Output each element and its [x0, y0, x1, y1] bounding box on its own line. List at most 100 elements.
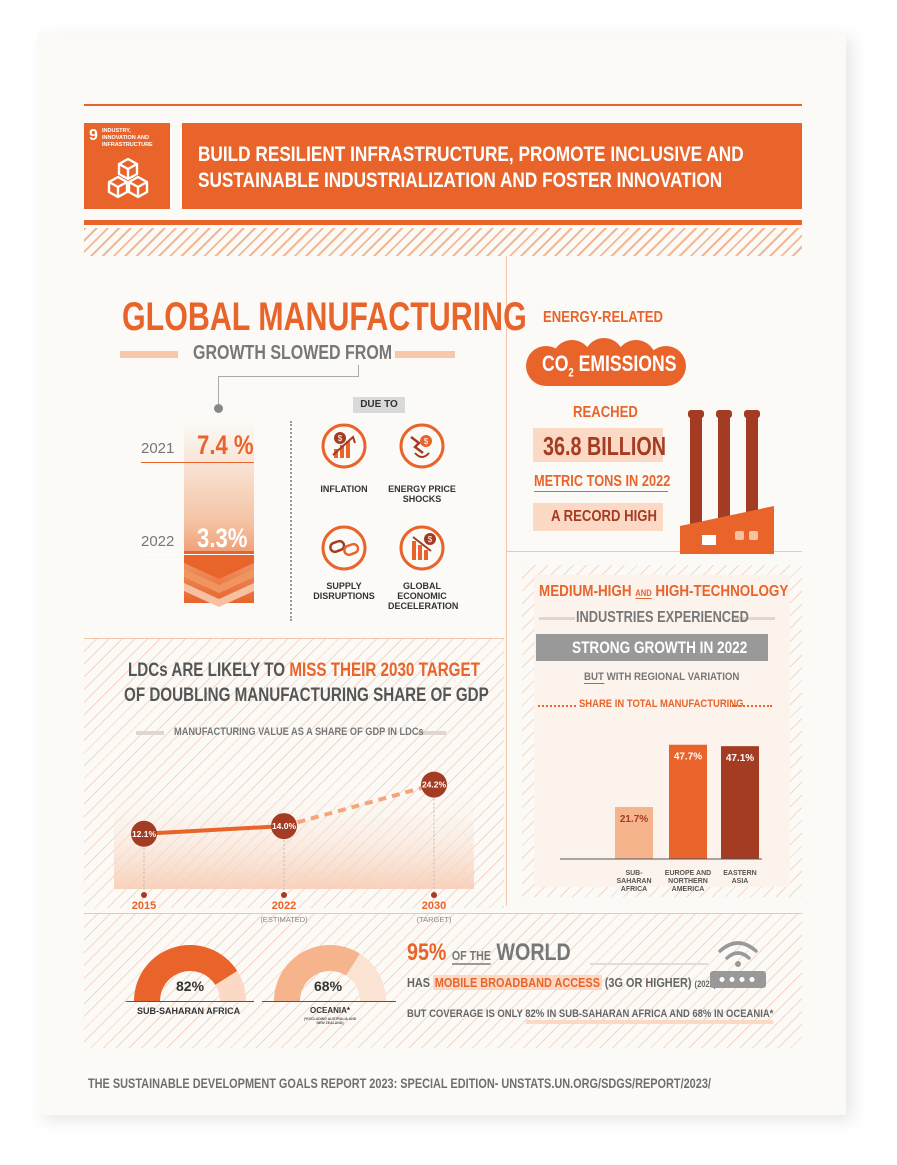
cause-energy: ENERGY PRICE SHOCKS — [388, 484, 456, 504]
share-bar — [669, 744, 707, 859]
unit-rule — [534, 491, 668, 492]
share-category-label: SUB-SAHARAN AFRICA — [617, 870, 652, 893]
subtitle-bar-right — [395, 351, 455, 358]
gauge1-filled — [134, 945, 238, 1001]
energy-shock-icon: $ — [399, 423, 445, 469]
share-category-line: SAHARAN — [617, 878, 652, 885]
gauge2-label: OCEANIA* — [310, 1006, 351, 1015]
tech-regional: WITH REGIONAL VARIATION — [603, 671, 740, 683]
vertical-divider — [506, 256, 507, 906]
ldc-line1-prefix: LDCs ARE LIKELY TO — [128, 660, 290, 681]
tech-line3: STRONG GROWTH IN 2022 — [572, 638, 748, 657]
rule-2022 — [141, 554, 254, 555]
share-category-label: EUROPE AND NORTHERN AMERICA — [665, 870, 711, 893]
svg-text:$: $ — [338, 434, 343, 443]
share-data-label: 21.7% — [620, 814, 648, 825]
tech-line2: INDUSTRIES EXPERIENCED — [576, 609, 749, 626]
gauge1-label: SUB-SAHARAN AFRICA — [137, 1006, 241, 1016]
broadband-headline: 95% OF THE WORLD — [407, 939, 571, 967]
broadband-of-the: OF THE — [451, 948, 491, 965]
value-2022: 3.3% — [197, 523, 248, 553]
gauge2-note: (*EXCLUDING AUSTRALIA AND NEW ZEALAND) — [303, 1017, 357, 1025]
ldc-series-dashed — [283, 782, 435, 828]
cause-inflation: INFLATION — [320, 484, 368, 494]
header-hatch — [84, 228, 802, 256]
ldc-axis-dot — [281, 892, 287, 898]
wifi-router-icon — [710, 941, 766, 988]
share-category-line: AMERICA — [672, 886, 705, 893]
infographic-page: 9 INDUSTRY, INNOVATION AND INFRASTRUCTUR… — [38, 33, 846, 1115]
factory-icon — [680, 410, 774, 554]
record-high: A RECORD HIGH — [551, 508, 657, 525]
svg-text:$: $ — [424, 437, 429, 446]
share-category-line: ASIA — [732, 878, 749, 885]
ldc-line-chart: 12.1% 2015 14.0% 2022 24.2% 2030 — [114, 771, 474, 909]
header-banner: BUILD RESILIENT INFRASTRUCTURE, PROMOTE … — [182, 123, 802, 209]
tech-and: AND — [635, 588, 652, 599]
ldc-point — [271, 813, 297, 840]
broadband-has: HAS — [407, 975, 431, 990]
header-rule — [84, 220, 802, 225]
share-chart-title: SHARE IN TOTAL MANUFACTURING — [579, 698, 744, 710]
tech-high-tech: HIGH-TECHNOLOGY — [651, 583, 789, 600]
manufacturing-subtitle: GROWTH SLOWED FROM — [193, 342, 393, 364]
ldc-x-note: (TARGET) — [416, 915, 452, 924]
ldc-x-tick: 2030 — [422, 900, 446, 909]
supply-chain-icon — [321, 525, 367, 571]
gauge-sub-saharan-africa — [134, 945, 246, 1001]
ldc-data-label: 14.0% — [272, 821, 297, 831]
share-bar-chart: 21.7% SUB-SAHARAN AFRICA 47.7% EUROPE AND NOR… — [560, 744, 762, 893]
ldc-series-solid — [143, 824, 285, 836]
header-title-line2: SUSTAINABLE INDUSTRIALIZATION AND FOSTER… — [198, 169, 723, 192]
year-2022: 2022 — [141, 533, 175, 550]
cause-deceleration: GLOBAL ECONOMIC DECELERATION — [388, 581, 459, 611]
gauge1-remaining — [215, 970, 246, 1001]
dotted-divider — [290, 421, 292, 621]
coverage-prefix: BUT COVERAGE IS ONLY — [407, 1008, 526, 1020]
broadband-coverage: BUT COVERAGE IS ONLY 82% IN SUB-SAHARAN … — [407, 1008, 774, 1024]
gauge2-value: 68% — [314, 978, 343, 994]
tech-medium-high: MEDIUM-HIGH — [539, 583, 636, 600]
tech-line1: MEDIUM-HIGH AND HIGH-TECHNOLOGY — [539, 583, 788, 601]
gauge-oceania — [274, 945, 386, 1001]
connector-dot — [214, 404, 223, 413]
ldc-x-tick: 2022 — [272, 900, 296, 909]
ldc-x-tick: 2015 — [132, 900, 156, 909]
tech-bar-left — [539, 617, 575, 620]
share-data-label: 47.1% — [726, 753, 754, 764]
ldc-line1-highlight: MISS THEIR 2030 TARGET — [289, 660, 480, 681]
footer-source: THE SUSTAINABLE DEVELOPMENT GOALS REPORT… — [88, 1075, 711, 1091]
ldc-top-rule — [84, 638, 504, 639]
tech-but: BUT — [584, 671, 604, 684]
share-category-line: SUB- — [625, 870, 643, 877]
co-text: CO — [542, 351, 569, 376]
world-rule — [590, 963, 708, 965]
ldc-point — [131, 820, 157, 847]
broadband-top-rule — [84, 913, 802, 914]
share-dots-right — [732, 705, 772, 707]
ldc-area-fade — [114, 781, 474, 889]
broadband-access: MOBILE BROADBAND ACCESS — [433, 975, 602, 990]
ldc-line1: LDCs ARE LIKELY TO MISS THEIR 2030 TARGE… — [128, 660, 480, 682]
emissions-reached: REACHED — [573, 404, 638, 421]
svg-text:$: $ — [428, 535, 433, 544]
tech-bar-right — [735, 617, 775, 620]
cause-supply: SUPPLY DISRUPTIONS — [313, 581, 375, 601]
cubes-icon — [107, 157, 149, 199]
ldc-data-label: 12.1% — [132, 829, 157, 839]
strong-growth-banner: STRONG GROWTH IN 2022 — [536, 634, 768, 661]
broadband-tech: (3G OR HIGHER) — [604, 975, 692, 990]
broadband-year: (2022) — [694, 979, 717, 989]
gauge1-value: 82% — [176, 978, 205, 994]
emissions-unit: METRIC TONS IN 2022 — [534, 473, 671, 490]
share-category-line: AFRICA — [621, 886, 647, 893]
due-to-label: DUE TO — [360, 399, 398, 410]
emissions-label-top: ENERGY-RELATED — [543, 309, 664, 326]
due-to-badge: DUE TO — [353, 397, 405, 413]
share-bar — [721, 746, 759, 859]
ldc-x-note: (ESTIMATED) — [260, 915, 308, 924]
gauge1-baseline — [126, 1001, 254, 1002]
growth-arrow-chevrons — [184, 551, 254, 607]
year-2021: 2021 — [141, 440, 175, 457]
share-bar — [615, 807, 653, 859]
